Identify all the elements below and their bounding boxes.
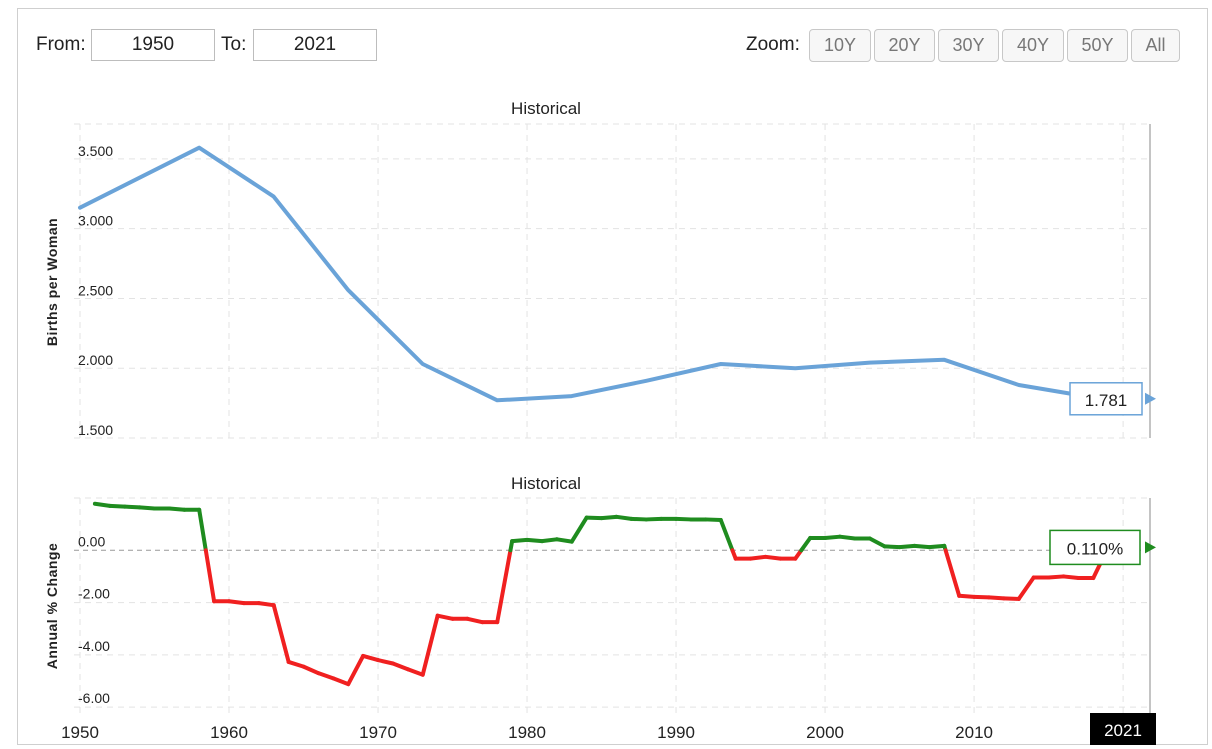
pct-change-segment: [763, 554, 783, 561]
pct-change-segment: [286, 659, 306, 669]
zoom-10y-button[interactable]: 10Y: [809, 29, 871, 62]
pct-change-segment: [703, 517, 723, 522]
top-y-tick-label: 3.500: [78, 143, 113, 159]
zoom-label: Zoom:: [746, 34, 800, 55]
top-y-tick-label: 2.000: [78, 352, 113, 368]
pct-change-segment: [599, 514, 619, 521]
pct-change-segment: [271, 603, 291, 664]
pct-change-segment: [256, 601, 276, 608]
pct-change-segment: [837, 534, 857, 541]
pct-change-segment: [525, 537, 544, 544]
bottom-y-axis-label: Annual % Change: [44, 543, 60, 670]
chart-marks-layer: 3.500 3.000 2.500 2.000 1.500 1.781 0.00 -2.00 -…: [61, 123, 1156, 745]
top-y-axis-label: Births per Woman: [44, 218, 60, 346]
pct-change-segment: [92, 501, 112, 508]
pct-change-segment: [674, 516, 693, 522]
pct-change-segment: [972, 594, 991, 600]
pct-change-segment: [867, 536, 887, 549]
bottom-chart-title: Historical: [511, 474, 581, 493]
pct-change-segment: [569, 515, 589, 544]
pct-change-segment: [203, 548, 217, 604]
zoom-all-button[interactable]: All: [1131, 29, 1180, 62]
x-tick-label: 2000: [806, 723, 844, 742]
pct-change-segment: [316, 671, 336, 681]
top-y-tick-label: 1.500: [78, 422, 113, 438]
pct-change-segment: [823, 534, 842, 541]
bottom-y-tick-label: -6.00: [78, 690, 110, 706]
top-end-marker: [1145, 392, 1156, 405]
pct-change-segment: [539, 537, 559, 544]
x-tick-label: 1990: [657, 723, 695, 742]
to-label: To:: [221, 34, 247, 55]
zoom-20y-button[interactable]: 20Y: [874, 29, 935, 62]
pct-change-segment: [495, 548, 513, 625]
top-y-tick-label: 2.500: [78, 282, 113, 298]
to-date-input[interactable]: [253, 29, 377, 61]
bottom-y-tick-label: -2.00: [78, 586, 110, 602]
pct-change-segment: [644, 516, 664, 522]
pct-change-segment: [331, 676, 351, 687]
bottom-value-label-box: [1049, 529, 1141, 566]
x-tick-label: 1970: [359, 723, 397, 742]
bottom-value-label: 0.110%: [1067, 539, 1123, 558]
chart-frame: [17, 8, 1208, 745]
pct-change-segment: [107, 503, 127, 509]
top-value-label-box: [1069, 382, 1143, 416]
pct-change-segment: [1046, 574, 1066, 580]
top-chart-title: Historical: [511, 99, 581, 118]
pct-change-segment: [614, 514, 634, 521]
pct-change-segment: [912, 543, 932, 550]
x-tick-label: 2010: [955, 723, 993, 742]
pct-change-segment: [584, 515, 604, 521]
pct-change-segment: [122, 504, 142, 510]
pct-change-segment: [927, 543, 947, 550]
zoom-30y-button[interactable]: 30Y: [938, 29, 999, 62]
pct-change-segment: [197, 507, 208, 553]
pct-change-segment: [1061, 574, 1081, 581]
current-year-label: 2021: [1104, 721, 1142, 740]
pct-change-segment: [420, 613, 440, 677]
pct-change-segment: [718, 517, 735, 553]
pct-change-segment: [957, 593, 977, 599]
pct-change-segment: [629, 516, 649, 522]
pct-change-segment: [301, 664, 321, 676]
bottom-y-tick-label: -4.00: [78, 638, 110, 654]
pct-change-segment: [227, 599, 246, 606]
pct-change-segment: [167, 506, 187, 512]
from-label: From:: [36, 34, 86, 55]
bottom-end-marker: [1145, 541, 1156, 554]
top-y-tick-label: 3.000: [78, 213, 113, 229]
pct-change-segment: [882, 544, 902, 550]
zoom-50y-button[interactable]: 50Y: [1067, 29, 1128, 62]
from-date-input[interactable]: [91, 29, 215, 61]
zoom-40y-button[interactable]: 40Y: [1002, 29, 1064, 62]
current-year-badge: [1090, 713, 1156, 745]
top-value-label: 1.781: [1085, 391, 1128, 410]
pct-change-segment: [376, 658, 395, 666]
x-tick-label: 1960: [210, 723, 248, 742]
pct-change-segment: [435, 613, 455, 621]
pct-change-segment: [1001, 596, 1021, 601]
pct-change-segment: [405, 667, 425, 677]
pct-change-segment: [510, 537, 530, 544]
pct-change-segment: [748, 554, 768, 561]
pct-change-segment: [1016, 575, 1036, 601]
pct-change-segment: [361, 653, 381, 663]
pct-change-segment: [346, 653, 366, 687]
pct-change-segment: [137, 505, 157, 511]
pct-change-segment: [465, 616, 485, 625]
bottom-y-tick-label: 0.00: [78, 533, 105, 549]
pct-change-segment: [897, 543, 917, 550]
pct-change-segment: [943, 548, 962, 598]
births-per-woman-series-line: [78, 145, 1140, 403]
pct-change-segment: [799, 536, 813, 553]
x-tick-label: 1980: [508, 723, 546, 742]
pct-change-segment: [554, 537, 574, 544]
x-tick-label: 1950: [61, 723, 99, 742]
pct-change-segment: [986, 595, 1006, 601]
pct-change-segment: [390, 661, 410, 672]
